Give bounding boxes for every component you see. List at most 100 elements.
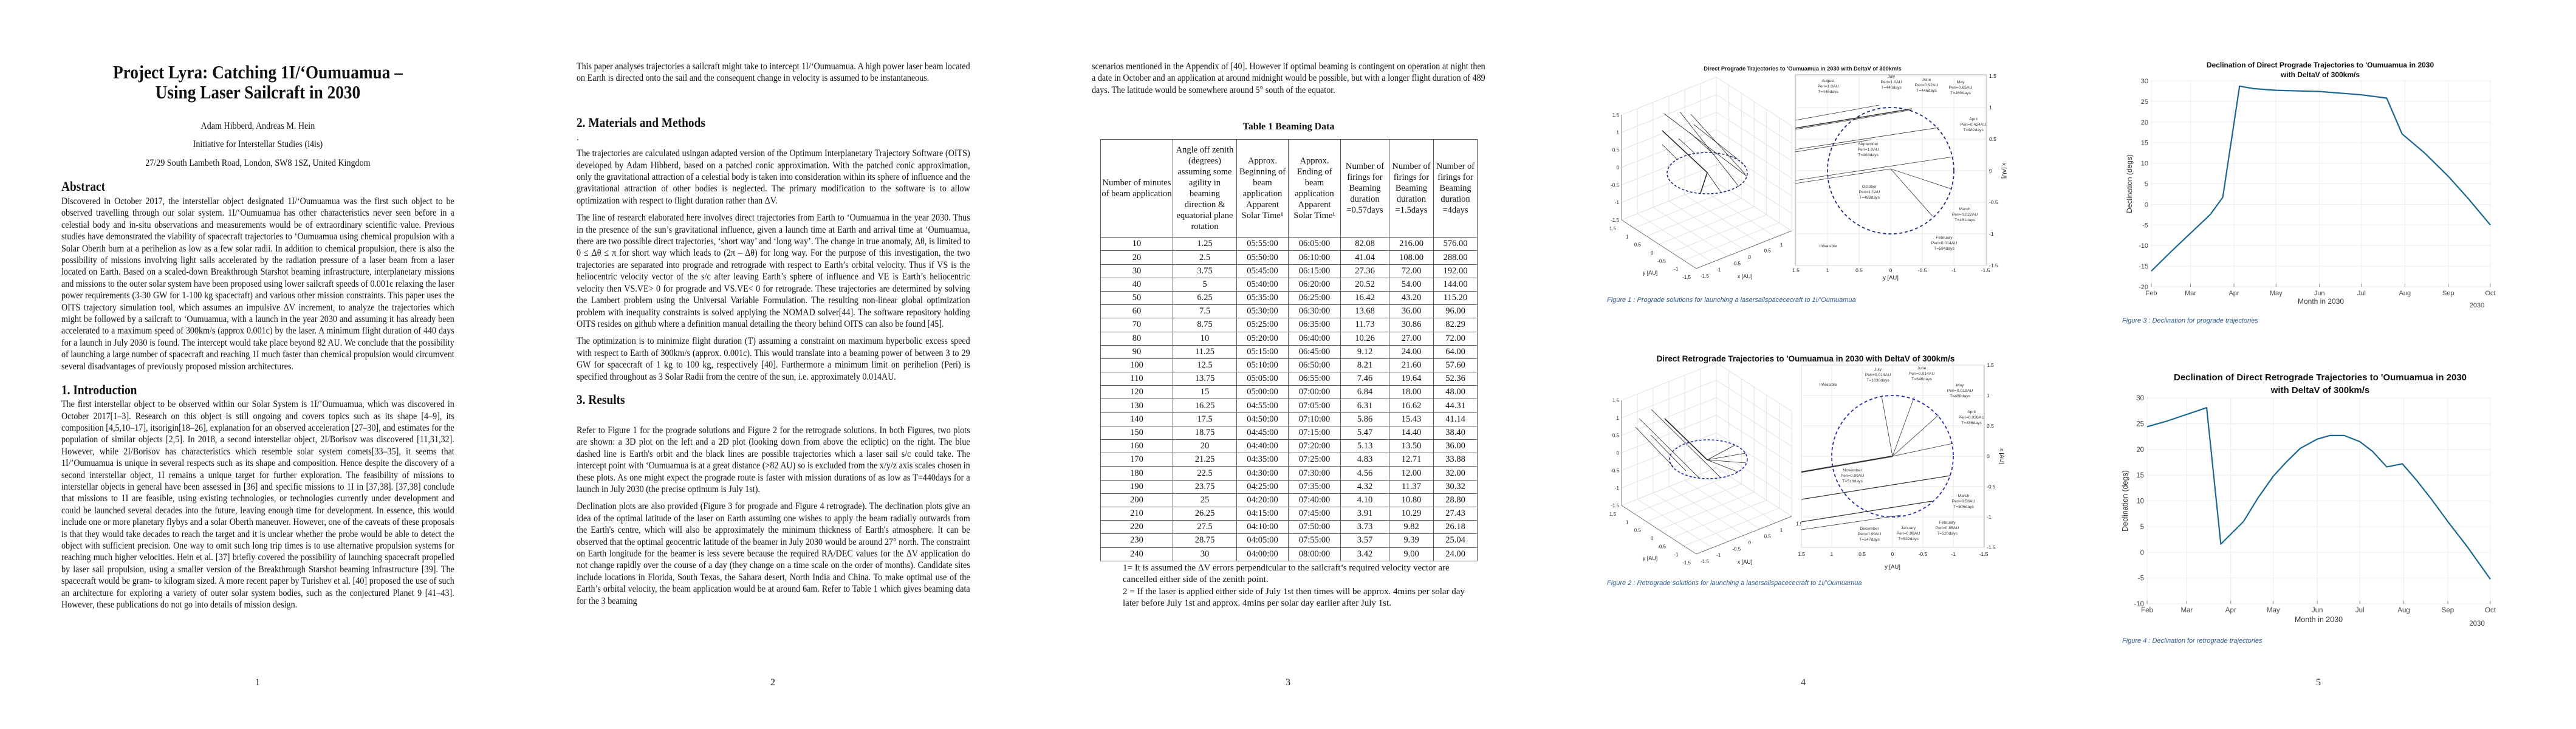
table-cell: 26.18 [1433, 520, 1478, 535]
trajectory-line [1678, 138, 1696, 154]
3d-grid [1621, 362, 1792, 555]
annotation-text: September [1858, 142, 1879, 146]
grid-line [1716, 380, 1792, 430]
page-number: 4 [1801, 677, 1806, 688]
trajectory-line [1707, 445, 1735, 460]
annotation-text: Peri=1.0AU [1859, 190, 1880, 194]
x-axis [1696, 230, 1792, 269]
table-cell: 64.00 [1433, 344, 1478, 359]
table-cell: 30 [1173, 547, 1237, 561]
annotation-text: Infeasible [1819, 244, 1837, 248]
table-cell: 108.00 [1389, 250, 1434, 265]
annotation-text: Peri=0.99AU [1858, 532, 1882, 536]
x-tick-label: Sep [2442, 607, 2454, 614]
x-tick-label: 0 [1989, 168, 1992, 174]
y-tick-label: 0.5 [1858, 551, 1866, 557]
annotation-text: Peri=0.92AU [1915, 83, 1939, 87]
z-tick-label: -1.5 [1611, 503, 1619, 508]
annotation-text: T=486days [1961, 421, 1982, 425]
x-axis-label: Month in 2030 [2295, 615, 2343, 624]
annotation-text: Peri=0.424AU [1961, 123, 1987, 127]
table-cell: 41.14 [1433, 412, 1478, 426]
y-tick-label: -1.5 [1682, 560, 1691, 566]
figure-1-caption: Figure 1 : Prograde solutions for launch… [1607, 296, 1856, 304]
y-tick-label: 1.5 [1609, 226, 1617, 231]
y-axis-label: Declination (degs) [2121, 470, 2129, 532]
x-axis-label: x [AU] [2001, 163, 2007, 179]
trajectory-line [1795, 139, 1872, 152]
annotation-text: T=520days [1937, 532, 1958, 536]
x-tick-label: Apr [2225, 607, 2236, 614]
x-tick-label: 1 [1780, 242, 1783, 247]
y-tick-label: -20 [2139, 284, 2148, 291]
page-number: 1 [255, 677, 260, 688]
x-tick-label: Jun [2312, 607, 2323, 614]
x-tick-label: Jul [2355, 607, 2365, 614]
y-tick-label: -5 [2138, 575, 2144, 583]
x-tick-label: 1.5 [1796, 521, 1803, 527]
grid-line [1684, 194, 1760, 244]
y-axis-label: y [AU] [1885, 564, 1900, 570]
x-tick-label: 0 [1749, 540, 1752, 546]
table-row: 60 7.5 05:30:00 06:30:00 13.68 36.00 96.00 [1100, 304, 1478, 319]
table-cell: 04:30:00 [1236, 466, 1289, 481]
introduction-heading: 1. Introduction [61, 382, 137, 398]
earth-orbit-3d [1669, 439, 1748, 479]
y-tick-label: -10 [2139, 242, 2148, 250]
annotation-text: August [1821, 79, 1834, 83]
annotation-text: March [1958, 494, 1970, 498]
annotation-text: February [1936, 236, 1953, 240]
y-tick-label: 5 [2140, 524, 2144, 531]
annotation-text: T=482days [1963, 128, 1984, 132]
x-tick-label: -0.5 [1732, 546, 1741, 552]
annotation-text: T=547days [1859, 538, 1880, 542]
z-tick-label: 1 [1617, 130, 1620, 135]
x-axis-year-label: 2030 [2469, 620, 2485, 628]
y-tick-label: 0.5 [1855, 267, 1863, 273]
x-tick-label: -0.5 [1732, 261, 1741, 266]
annotation-text: Peri=1.0AU [1881, 80, 1902, 84]
annotation-text: June [1922, 78, 1931, 82]
annotation-text: T=522days [1898, 537, 1919, 541]
figure-1-prograde-trajectories: Direct Prograde Trajectories to 'Oumuamu… [1609, 66, 2007, 281]
x-tick-label: Aug [2399, 290, 2411, 297]
trajectory-line [1892, 396, 1915, 457]
table-cell: 07:00:00 [1288, 385, 1341, 400]
x-tick-label: Oct [2485, 290, 2495, 297]
x-tick-label: Feb [2141, 607, 2153, 614]
column-header: Number of firings for Beaming duration =… [1389, 139, 1434, 238]
grid-line [1684, 508, 1780, 547]
z-tick-label: -0.5 [1611, 182, 1619, 188]
trajectory-line [1663, 113, 1747, 177]
trajectory-line [1795, 127, 1939, 150]
table-cell: 04:10:00 [1236, 520, 1289, 535]
figure-title: Direct Retrograde Trajectories to 'Oumua… [1657, 354, 1955, 363]
table-cell: 72.00 [1433, 331, 1478, 346]
table-cell: 82.29 [1433, 318, 1478, 332]
annotation-text: Peri=0.65AU [1949, 86, 1973, 90]
table-cell: 07:20:00 [1288, 439, 1341, 454]
table-cell: 06:05:00 [1288, 237, 1341, 252]
x-tick-label: -1 [1989, 231, 1994, 237]
z-tick-label: 0.5 [1612, 433, 1620, 439]
y-tick-label: 15 [2141, 140, 2148, 147]
address: 27/29 South Lambeth Road, London, SW8 1S… [145, 158, 371, 168]
trajectory-line [1801, 515, 1902, 530]
column-header: Number of firings for Beaming duration =… [1340, 139, 1389, 238]
annotation-text: T=440days [1881, 86, 1902, 90]
x-tick-label: -1 [1716, 553, 1721, 558]
x-tick-label: 1 [1780, 527, 1783, 533]
y-tick-label: 1 [1831, 551, 1834, 557]
page-1-column: Project Lyra: Catching 1I/‘Oumuamua – Us… [61, 62, 454, 611]
z-tick-label: -1 [1615, 200, 1620, 205]
annotation-text: T=446days [1818, 90, 1838, 94]
annotation-text: February [1939, 521, 1956, 525]
table-cell: 04:50:00 [1236, 412, 1289, 426]
paragraph: The line of research elaborated here inv… [577, 213, 970, 329]
trajectory-line [1635, 426, 1674, 467]
